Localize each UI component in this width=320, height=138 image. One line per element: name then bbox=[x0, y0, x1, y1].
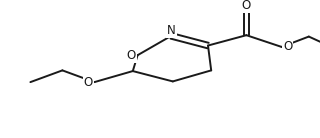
Text: N: N bbox=[167, 24, 176, 37]
Text: O: O bbox=[127, 49, 136, 62]
Text: O: O bbox=[283, 40, 292, 53]
Text: O: O bbox=[84, 76, 93, 89]
Text: O: O bbox=[242, 0, 251, 12]
